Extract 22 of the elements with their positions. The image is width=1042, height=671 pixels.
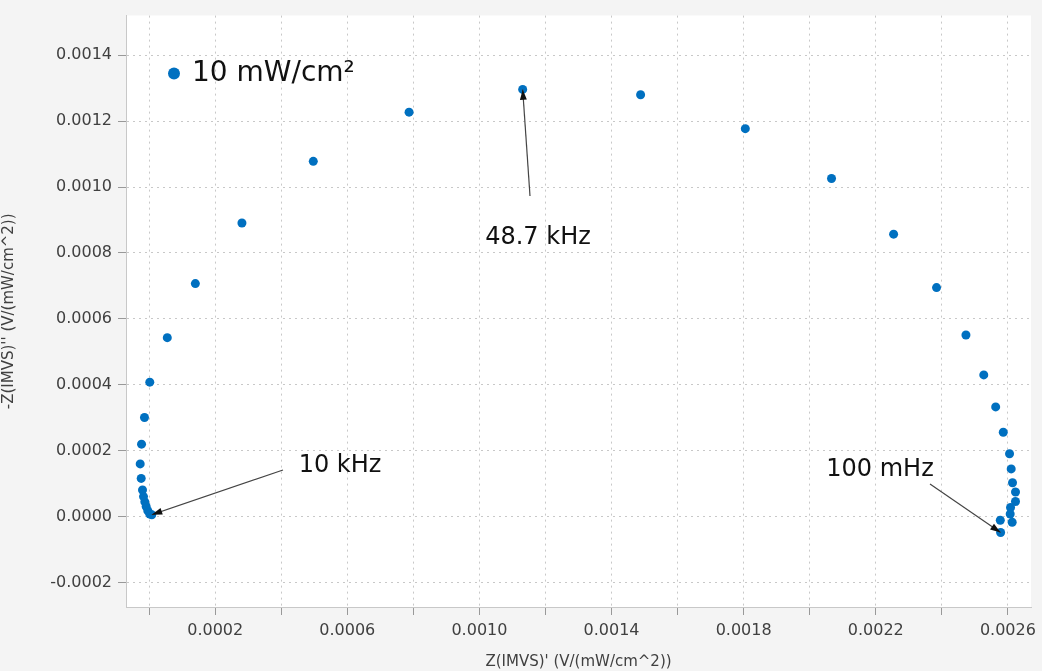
y-tick-label: 0.0006 — [56, 308, 112, 328]
y-tick-label: 0.0004 — [56, 373, 112, 393]
annotation: 48.7 kHz — [485, 222, 591, 251]
x-tick-label: 0.0022 — [847, 619, 904, 639]
x-tick-label: 0.0002 — [187, 619, 244, 639]
y-tick-label: -0.0002 — [50, 571, 112, 591]
y-tick-label: 0.0000 — [56, 505, 112, 525]
y-tick-label: 0.0008 — [56, 242, 112, 262]
x-tick-label: 0.0026 — [979, 619, 1036, 639]
y-tick-label: 0.0012 — [56, 110, 112, 130]
y-tick-label: 0.0002 — [56, 439, 112, 459]
x-axis-title: Z(IMVS)' (V/(mW/cm^2)) — [485, 651, 672, 670]
x-tick-label: 0.0010 — [451, 619, 508, 639]
x-tick-label: 0.0018 — [715, 619, 772, 639]
y-axis-title: -Z(IMVS)'' (V/(mW/cm^2)) — [0, 213, 17, 410]
y-tick-label: 0.0014 — [56, 44, 112, 64]
y-tick-label: 0.0010 — [56, 176, 112, 196]
x-tick-label: 0.0006 — [319, 619, 376, 639]
legend-label: 10 mW/cm² — [192, 54, 355, 88]
annotation: 100 mHz — [826, 454, 934, 483]
annotation: 10 kHz — [298, 450, 382, 479]
x-tick-label: 0.0014 — [583, 619, 640, 639]
